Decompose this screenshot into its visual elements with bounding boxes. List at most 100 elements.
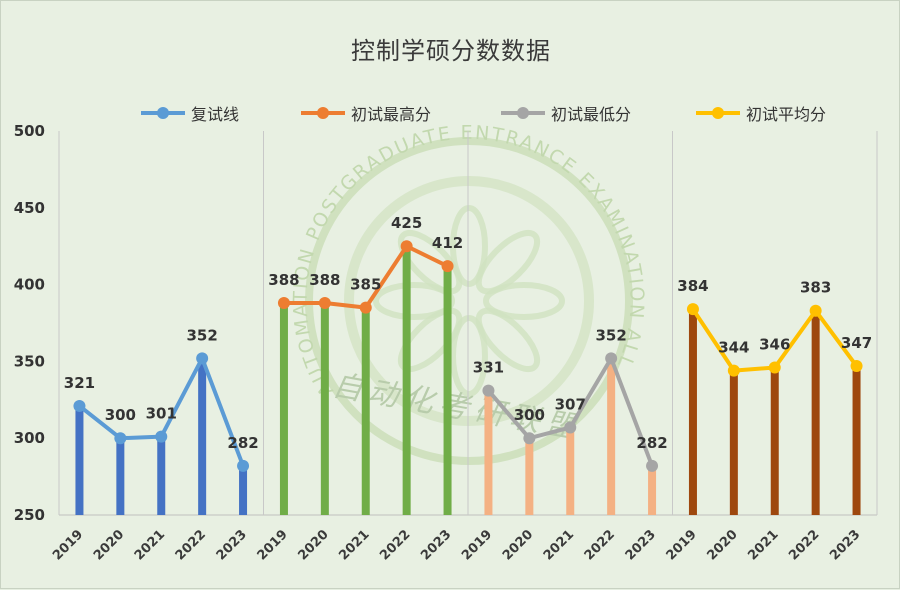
bar-2023 xyxy=(443,266,452,515)
legend-label: 复试线 xyxy=(191,105,240,124)
data-point-2020 xyxy=(114,432,127,445)
x-tick-label: 2019 xyxy=(664,527,700,563)
y-tick-label: 450 xyxy=(14,199,45,217)
bar-2023 xyxy=(648,465,657,515)
x-tick-label: 2020 xyxy=(91,527,127,563)
data-point-2023 xyxy=(237,459,250,472)
y-tick-label: 350 xyxy=(14,352,45,370)
bar-2020 xyxy=(320,303,329,515)
bar-2019 xyxy=(484,390,493,515)
data-label: 301 xyxy=(146,405,177,423)
data-point-2019 xyxy=(73,399,86,412)
legend-label: 初试平均分 xyxy=(746,105,827,124)
legend-item: 初试平均分 xyxy=(696,101,826,125)
watermark-petal xyxy=(397,229,463,295)
legend-label: 初试最低分 xyxy=(551,105,632,124)
bar-2022 xyxy=(607,358,616,515)
y-tick-label: 400 xyxy=(14,276,45,294)
data-point-2020 xyxy=(318,297,331,310)
data-point-2021 xyxy=(155,430,168,443)
data-point-2020 xyxy=(523,432,536,445)
data-point-2023 xyxy=(850,360,863,373)
data-point-2021 xyxy=(768,361,781,374)
bar-2019 xyxy=(279,303,288,515)
data-point-2021 xyxy=(564,421,577,434)
watermark-petal xyxy=(475,307,541,373)
watermark-petal xyxy=(450,205,488,287)
legend-swatch xyxy=(141,107,185,119)
x-tick-label: 2022 xyxy=(786,527,822,563)
bar-2020 xyxy=(525,438,534,515)
bar-2019 xyxy=(688,309,697,515)
x-tick-label: 2021 xyxy=(745,527,781,563)
data-label: 352 xyxy=(595,326,626,344)
bar-2022 xyxy=(402,246,411,515)
bar-2020 xyxy=(116,438,125,515)
data-point-2019 xyxy=(686,303,699,316)
x-tick-label: 2020 xyxy=(500,527,536,563)
data-label: 344 xyxy=(718,339,749,357)
chart-title: 控制学硕分数数据 xyxy=(351,37,551,65)
data-label: 321 xyxy=(64,374,95,392)
data-label: 307 xyxy=(555,395,586,413)
bar-2019 xyxy=(75,405,84,515)
x-tick-label: 2020 xyxy=(295,527,331,563)
x-tick-label: 2021 xyxy=(336,527,372,563)
data-label: 388 xyxy=(309,271,340,289)
x-tick-label: 2022 xyxy=(582,527,618,563)
data-point-2022 xyxy=(605,352,618,365)
legend-swatch xyxy=(501,107,545,119)
watermark-petal xyxy=(483,282,565,320)
data-point-2022 xyxy=(196,352,209,365)
legend-swatch xyxy=(696,107,740,119)
y-tick-label: 500 xyxy=(14,122,45,140)
bar-2021 xyxy=(770,367,779,515)
legend: 复试线 初试最高分 初试最低分 初试平均分 xyxy=(131,101,871,125)
data-point-2021 xyxy=(359,301,372,314)
data-point-2023 xyxy=(441,260,454,273)
legend-item: 复试线 xyxy=(141,101,239,125)
data-label: 385 xyxy=(350,276,381,294)
data-label: 300 xyxy=(514,406,545,424)
watermark-petal xyxy=(475,229,541,295)
x-tick-label: 2021 xyxy=(541,527,577,563)
legend-swatch xyxy=(301,107,345,119)
x-tick-label: 2019 xyxy=(459,527,495,563)
x-tick-label: 2021 xyxy=(132,527,168,563)
y-tick-label: 250 xyxy=(14,506,45,524)
bar-2023 xyxy=(852,366,861,515)
x-tick-label: 2022 xyxy=(173,527,209,563)
x-tick-label: 2023 xyxy=(623,527,659,563)
data-point-2023 xyxy=(646,459,659,472)
legend-item: 初试最低分 xyxy=(501,101,631,125)
data-point-2020 xyxy=(727,364,740,377)
bar-2021 xyxy=(361,307,370,515)
data-label: 388 xyxy=(268,271,299,289)
watermark-ring xyxy=(305,137,633,465)
data-label: 347 xyxy=(841,334,872,352)
data-label: 282 xyxy=(227,434,258,452)
watermark-inner-ring xyxy=(344,176,594,426)
bar-2020 xyxy=(729,370,738,515)
bar-2021 xyxy=(566,427,575,515)
bar-2022 xyxy=(198,358,207,515)
x-tick-label: 2023 xyxy=(418,527,454,563)
bar-2022 xyxy=(811,310,820,515)
data-label: 384 xyxy=(677,277,708,295)
data-label: 352 xyxy=(186,326,217,344)
y-tick-label: 300 xyxy=(14,429,45,447)
x-tick-label: 2020 xyxy=(704,527,740,563)
x-tick-label: 2023 xyxy=(214,527,250,563)
data-label: 383 xyxy=(800,279,831,297)
data-label: 412 xyxy=(432,234,463,252)
data-label: 425 xyxy=(391,214,422,232)
data-point-2022 xyxy=(809,304,822,317)
x-tick-label: 2022 xyxy=(377,527,413,563)
watermark-petal xyxy=(450,315,488,397)
bar-2021 xyxy=(157,436,166,515)
data-label: 300 xyxy=(105,406,136,424)
data-point-2019 xyxy=(482,384,495,397)
x-tick-label: 2019 xyxy=(255,527,291,563)
